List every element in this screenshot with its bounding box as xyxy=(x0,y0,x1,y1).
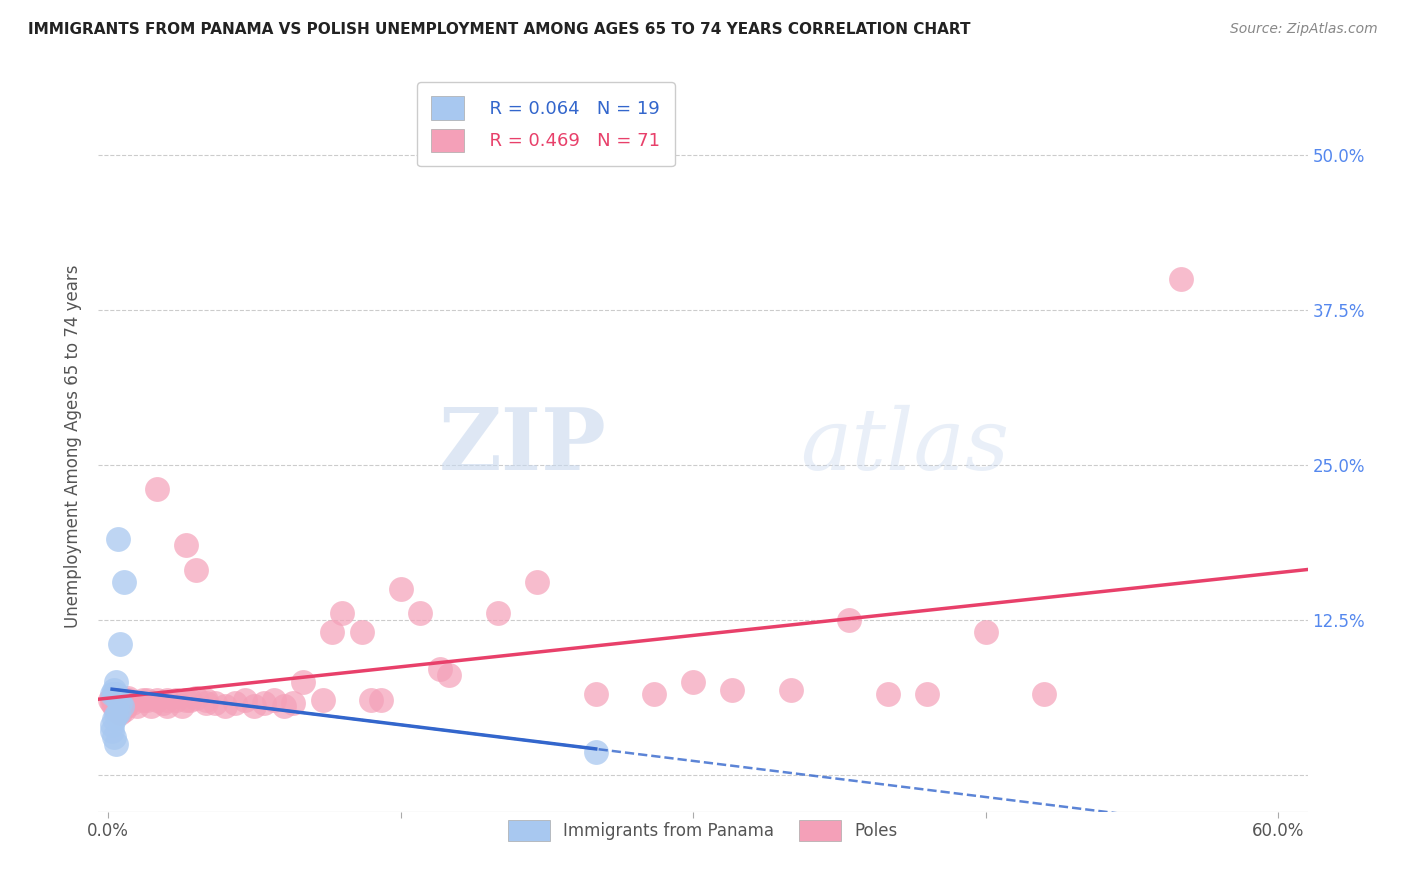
Point xyxy=(103,731,125,745)
Point xyxy=(107,706,129,720)
Point xyxy=(486,607,509,621)
Point xyxy=(779,683,801,698)
Text: IMMIGRANTS FROM PANAMA VS POLISH UNEMPLOYMENT AMONG AGES 65 TO 74 YEARS CORRELAT: IMMIGRANTS FROM PANAMA VS POLISH UNEMPLO… xyxy=(28,22,970,37)
Point xyxy=(429,662,451,676)
Point xyxy=(114,696,136,710)
Point xyxy=(101,690,124,705)
Point xyxy=(526,575,548,590)
Y-axis label: Unemployment Among Ages 65 to 74 years: Unemployment Among Ages 65 to 74 years xyxy=(65,264,83,628)
Point xyxy=(136,693,159,707)
Point xyxy=(107,532,129,546)
Point xyxy=(112,693,135,707)
Point xyxy=(877,687,900,701)
Text: ZIP: ZIP xyxy=(439,404,606,488)
Point xyxy=(321,624,343,639)
Point xyxy=(273,699,295,714)
Point xyxy=(204,696,226,710)
Point xyxy=(104,687,127,701)
Point xyxy=(224,696,246,710)
Point xyxy=(98,693,121,707)
Point xyxy=(263,693,285,707)
Point xyxy=(103,699,125,714)
Point xyxy=(233,693,256,707)
Point xyxy=(292,674,315,689)
Point xyxy=(330,607,353,621)
Point xyxy=(104,737,127,751)
Point xyxy=(108,699,131,714)
Point xyxy=(585,745,607,759)
Point xyxy=(1170,271,1192,285)
Point xyxy=(156,693,179,707)
Point xyxy=(103,683,125,698)
Point xyxy=(104,674,127,689)
Point xyxy=(179,693,201,707)
Point xyxy=(1033,687,1056,701)
Point xyxy=(974,624,997,639)
Point xyxy=(253,696,276,710)
Point xyxy=(103,687,125,701)
Point xyxy=(439,668,461,682)
Point xyxy=(132,693,155,707)
Point xyxy=(121,696,143,710)
Point xyxy=(165,693,187,707)
Point xyxy=(114,699,136,714)
Point xyxy=(108,696,131,710)
Point xyxy=(243,699,266,714)
Point xyxy=(101,696,124,710)
Text: atlas: atlas xyxy=(800,405,1010,487)
Point xyxy=(111,699,134,714)
Point xyxy=(112,575,135,590)
Point xyxy=(184,690,207,705)
Point xyxy=(107,693,129,707)
Point xyxy=(111,696,134,710)
Point xyxy=(103,693,125,707)
Point xyxy=(107,693,129,707)
Point xyxy=(682,674,704,689)
Point xyxy=(101,687,124,701)
Point xyxy=(146,483,169,497)
Point xyxy=(103,712,125,726)
Point xyxy=(146,693,169,707)
Point xyxy=(107,699,129,714)
Point xyxy=(111,699,134,714)
Point xyxy=(139,699,162,714)
Point xyxy=(643,687,665,701)
Point xyxy=(184,563,207,577)
Point xyxy=(104,703,127,717)
Point xyxy=(721,683,744,698)
Point xyxy=(283,696,305,710)
Point xyxy=(585,687,607,701)
Point xyxy=(370,693,392,707)
Point xyxy=(409,607,432,621)
Point xyxy=(104,708,127,723)
Point xyxy=(917,687,939,701)
Point xyxy=(101,718,124,732)
Point xyxy=(214,699,236,714)
Point xyxy=(152,696,174,710)
Point xyxy=(174,693,197,707)
Point xyxy=(108,637,131,651)
Point xyxy=(156,699,179,714)
Point xyxy=(194,696,217,710)
Point xyxy=(108,706,131,720)
Point xyxy=(172,699,194,714)
Point xyxy=(101,724,124,739)
Legend: Immigrants from Panama, Poles: Immigrants from Panama, Poles xyxy=(502,814,904,847)
Point xyxy=(360,693,382,707)
Point xyxy=(104,696,127,710)
Point xyxy=(127,699,149,714)
Point xyxy=(112,703,135,717)
Point xyxy=(838,613,860,627)
Point xyxy=(117,693,139,707)
Text: Source: ZipAtlas.com: Source: ZipAtlas.com xyxy=(1230,22,1378,37)
Point xyxy=(389,582,412,596)
Point xyxy=(312,693,335,707)
Point xyxy=(350,624,373,639)
Point xyxy=(174,538,197,552)
Point xyxy=(194,693,217,707)
Point xyxy=(117,690,139,705)
